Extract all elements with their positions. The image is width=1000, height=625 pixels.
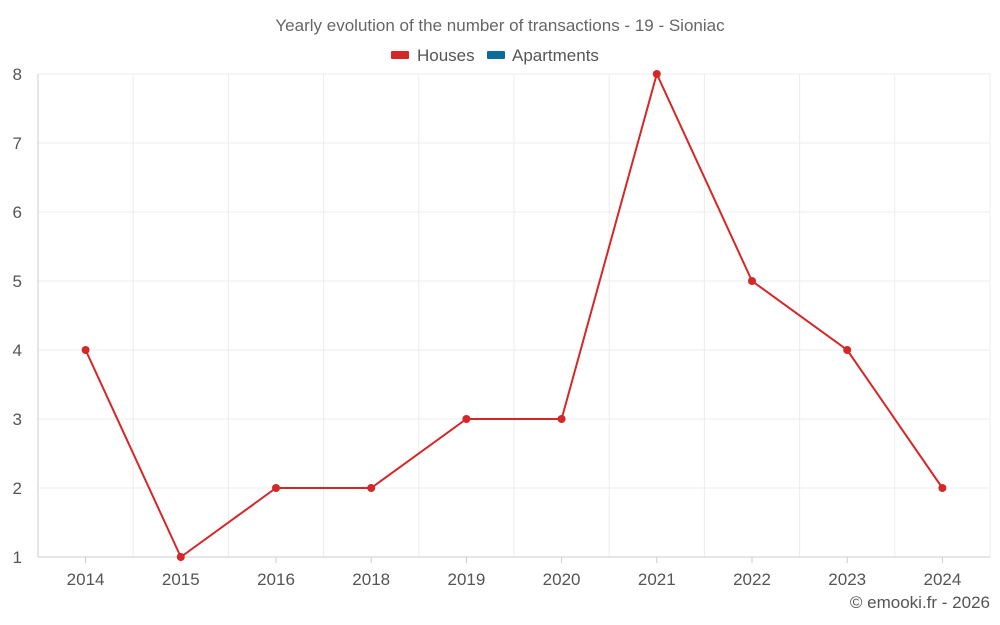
x-tick-label: 2024 bbox=[923, 570, 961, 589]
x-tick-label: 2019 bbox=[447, 570, 485, 589]
x-tick-label: 2014 bbox=[67, 570, 105, 589]
legend-swatch-apartments bbox=[487, 51, 505, 59]
chart-title: Yearly evolution of the number of transa… bbox=[275, 16, 725, 35]
data-point-houses-2020[interactable] bbox=[557, 415, 566, 423]
x-tick-label: 2021 bbox=[638, 570, 676, 589]
legend-swatch-houses bbox=[391, 51, 409, 59]
data-point-houses-2024[interactable] bbox=[938, 484, 947, 492]
legend: Houses Apartments bbox=[391, 46, 599, 65]
y-tick-label: 6 bbox=[13, 203, 22, 222]
data-point-houses-2021[interactable] bbox=[652, 70, 661, 78]
data-point-houses-2016[interactable] bbox=[272, 484, 280, 492]
y-tick-label: 2 bbox=[13, 479, 22, 498]
series-line-houses bbox=[84, 71, 944, 559]
data-point-houses-2018[interactable] bbox=[367, 484, 376, 492]
x-tick-label: 2020 bbox=[543, 570, 581, 589]
legend-item-houses[interactable]: Houses bbox=[391, 46, 475, 65]
series-layer bbox=[81, 70, 947, 561]
x-tick-label: 2016 bbox=[257, 570, 295, 589]
x-tick-label: 2018 bbox=[352, 570, 390, 589]
x-tick-label: 2015 bbox=[162, 570, 200, 589]
grid bbox=[37, 73, 991, 557]
x-tick-label: 2022 bbox=[733, 570, 771, 589]
y-tick-label: 5 bbox=[13, 272, 22, 291]
x-tick-label: 2023 bbox=[828, 570, 866, 589]
data-point-houses-2014[interactable] bbox=[81, 346, 90, 354]
y-tick-label: 4 bbox=[13, 341, 22, 360]
data-point-houses-2022[interactable] bbox=[748, 277, 756, 285]
legend-label-apartments: Apartments bbox=[512, 46, 599, 65]
data-point-houses-2019[interactable] bbox=[462, 415, 471, 423]
axes: 1 2 3 4 5 6 7 8 2014 2015 2016 2018 2019 2020 2021 2022… bbox=[13, 65, 990, 589]
y-tick-label: 1 bbox=[13, 548, 22, 567]
data-point-houses-2023[interactable] bbox=[843, 346, 852, 354]
y-tick-label: 8 bbox=[13, 65, 22, 84]
data-point-houses-2015[interactable] bbox=[176, 553, 185, 561]
legend-item-apartments[interactable]: Apartments bbox=[487, 46, 599, 65]
y-tick-label: 3 bbox=[13, 410, 22, 429]
footer-credit: © emooki.fr - 2026 bbox=[849, 593, 990, 612]
legend-label-houses: Houses bbox=[417, 46, 475, 65]
y-tick-label: 7 bbox=[13, 134, 22, 153]
